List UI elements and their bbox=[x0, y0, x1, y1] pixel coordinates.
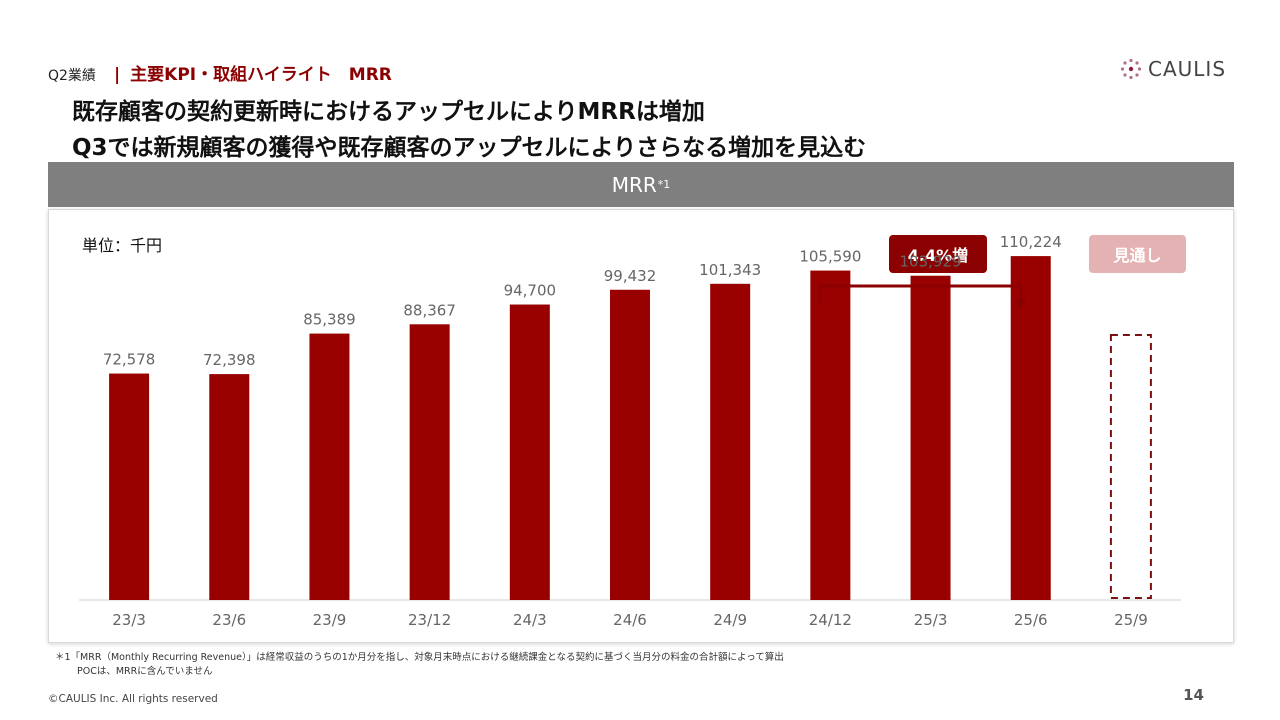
data-label-24/3: 94,700 bbox=[504, 282, 557, 300]
data-label-23/12: 88,367 bbox=[403, 301, 456, 319]
tick-label-25/6: 25/6 bbox=[1014, 611, 1048, 629]
bar-25/3 bbox=[910, 275, 951, 600]
mrr-bar-chart: 72,578 23/3 72,398 23/6 85,389 23/9 88,367 23/1… bbox=[79, 233, 1181, 629]
tick-label-24/12: 24/12 bbox=[809, 611, 852, 629]
growth-bracket-line bbox=[818, 284, 1023, 303]
bar-23/12 bbox=[409, 324, 450, 600]
tick-label-23/3: 23/3 bbox=[112, 611, 146, 629]
bar-23/6 bbox=[209, 374, 250, 600]
logo-mark-icon bbox=[1120, 58, 1142, 80]
forecast-bar-outline bbox=[1109, 334, 1152, 599]
bar-24/3 bbox=[509, 304, 550, 600]
tick-label-24/6: 24/6 bbox=[613, 611, 647, 629]
tick-label-23/6: 23/6 bbox=[212, 611, 246, 629]
data-label-25/6: 110,224 bbox=[1000, 233, 1062, 251]
bar-25/6 bbox=[1010, 256, 1051, 600]
page-number: 14 bbox=[1183, 686, 1204, 704]
unit-label: 単位：千円 bbox=[82, 236, 163, 255]
data-label-24/6: 99,432 bbox=[604, 267, 657, 285]
data-label-24/9: 101,343 bbox=[699, 261, 761, 279]
tick-label-23/9: 23/9 bbox=[313, 611, 347, 629]
data-label-25/3: 103,929 bbox=[900, 253, 962, 271]
bar-23/3 bbox=[109, 373, 150, 600]
tick-label-23/12: 23/12 bbox=[408, 611, 451, 629]
logo-text: CAULIS bbox=[1148, 57, 1227, 81]
section-label: Q2業績 bbox=[48, 68, 96, 84]
bar-24/9 bbox=[710, 283, 751, 600]
tick-label-25/3: 25/3 bbox=[914, 611, 948, 629]
chart-title-band: MRR *1 bbox=[48, 162, 1234, 207]
headline-line-1: 既存顧客の契約更新時におけるアップセルによりMRRは増加 bbox=[72, 99, 705, 125]
tick-label-24/9: 24/9 bbox=[713, 611, 747, 629]
chart-panel: 単位：千円 4.4%増 見通し 72,578 23/3 72,398 23/6 85,3… bbox=[48, 209, 1234, 643]
bar-24/6 bbox=[610, 289, 650, 600]
bar-24/12 bbox=[810, 270, 851, 600]
forecast-badge: 見通し bbox=[1089, 235, 1186, 273]
data-label-23/9: 85,389 bbox=[303, 311, 356, 329]
footnote-line-2: POCは、MRRに含んでいません bbox=[77, 666, 213, 677]
footnote-line-1: ＊1「MRR（Monthly Recurring Revenue）」は経常収益の… bbox=[55, 652, 784, 663]
data-label-23/6: 72,398 bbox=[203, 351, 256, 369]
tick-label-24/3: 24/3 bbox=[513, 611, 547, 629]
data-label-23/3: 72,578 bbox=[103, 351, 156, 369]
footnote: ＊1「MRR（Monthly Recurring Revenue）」は経常収益の… bbox=[55, 651, 784, 679]
bar-23/9 bbox=[309, 333, 350, 600]
chart-title-note-mark: *1 bbox=[657, 178, 671, 191]
chart-title: MRR bbox=[611, 172, 657, 197]
section-header: Q2業績 | 主要KPI・取組ハイライト MRR bbox=[48, 60, 392, 85]
headline-line-2: Q3では新規顧客の獲得や既存顧客のアップセルによりさらなる増加を見込む bbox=[72, 135, 867, 161]
section-separator: | bbox=[113, 65, 121, 85]
caulis-logo: CAULIS bbox=[1120, 57, 1226, 81]
copyright: ©CAULIS Inc. All rights reserved bbox=[48, 693, 218, 705]
data-label-24/12: 105,590 bbox=[799, 248, 861, 266]
growth-arrow-icon bbox=[1014, 299, 1027, 309]
growth-badge: 4.4%増 bbox=[889, 235, 987, 273]
section-topic: 主要KPI・取組ハイライト MRR bbox=[130, 65, 392, 85]
tick-label-25/9: 25/9 bbox=[1114, 611, 1148, 629]
